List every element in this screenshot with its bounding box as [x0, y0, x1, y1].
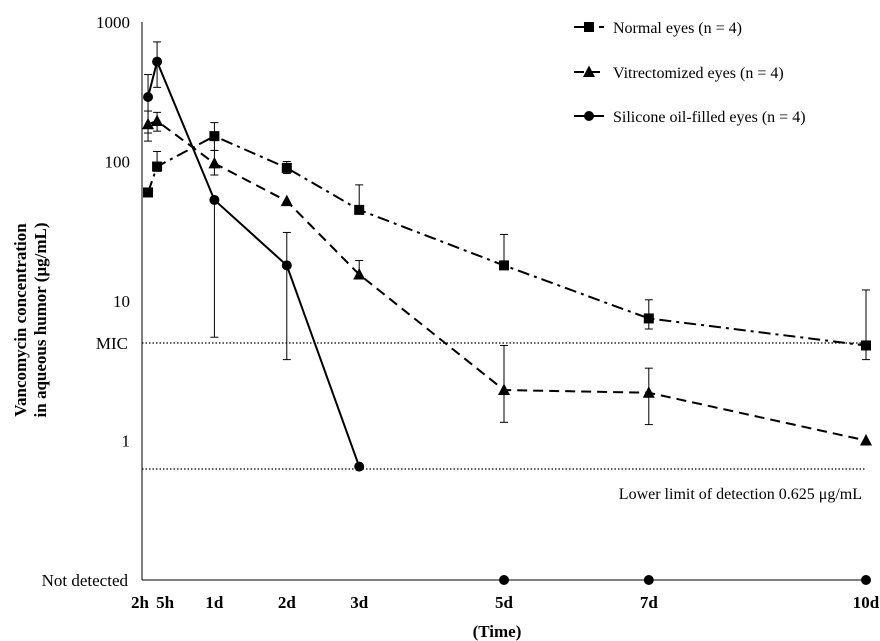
- legend-item: Vitrectomized eyes (n = 4): [574, 65, 784, 82]
- data-point: [353, 267, 366, 280]
- data-point: [209, 131, 220, 142]
- data-point: [281, 162, 292, 173]
- series-group: [142, 41, 872, 585]
- legend-label: Normal eyes (n = 4): [613, 20, 742, 37]
- series-line: [147, 135, 867, 347]
- data-point: [354, 204, 365, 215]
- legend: Normal eyes (n = 4) Vitrectomized eyes (n…: [574, 20, 806, 126]
- x-tick-label: 1d: [205, 593, 224, 612]
- series-line: [147, 58, 361, 467]
- x-tick-label: 7d: [640, 593, 659, 612]
- data-point: [208, 156, 221, 169]
- x-axis-title: (Time): [473, 622, 522, 641]
- legend-item: Normal eyes (n = 4): [574, 20, 742, 37]
- data-point: [143, 187, 154, 198]
- data-point: [860, 434, 872, 446]
- detection-limit-label: Lower limit of detection 0.625 μg/mL: [619, 486, 862, 503]
- series-2: [142, 110, 872, 446]
- data-point: [642, 386, 655, 398]
- series-1: [143, 122, 871, 361]
- data-point: [498, 383, 510, 396]
- data-point: [354, 461, 365, 472]
- legend-marker: [583, 65, 595, 77]
- x-tick-label: 5h: [156, 593, 175, 612]
- series-3: [143, 41, 871, 585]
- legend-label: Vitrectomized eyes (n = 4): [613, 65, 784, 82]
- x-tick-labels: 2h 5h 1d 2d 3d 5d 7d 10d: [131, 593, 880, 612]
- data-point: [499, 260, 509, 271]
- data-point: [861, 340, 871, 351]
- series-line: [147, 119, 867, 442]
- y-tick-label: 100: [105, 153, 131, 172]
- data-point: [209, 194, 220, 205]
- x-tick-label: 5d: [495, 593, 514, 612]
- data-point: [643, 313, 654, 324]
- legend-marker: [584, 22, 594, 32]
- legend-item: Silicone oil-filled eyes (n = 4): [574, 109, 806, 126]
- data-point: [280, 194, 293, 207]
- x-tick-label: 2d: [278, 593, 297, 612]
- data-point: [152, 161, 163, 172]
- not-detected-label: Not detected: [42, 571, 129, 590]
- y-tick-label: 1: [122, 432, 131, 451]
- not-detected-point: [499, 575, 509, 585]
- legend-marker: [584, 111, 594, 121]
- not-detected-point: [643, 575, 654, 585]
- y-axis-title: Vancomycin concentration in aqueous humo…: [11, 223, 50, 418]
- y-tick-label: 1000: [96, 13, 130, 32]
- data-point: [281, 260, 292, 271]
- x-tick-label: 3d: [350, 593, 369, 612]
- data-point: [151, 114, 164, 127]
- y-axis-title-line1: Vancomycin concentration: [11, 223, 30, 417]
- x-tick-label: 10d: [853, 593, 880, 612]
- data-point: [152, 56, 163, 67]
- y-tick-labels: 1000 100 10 1 Not detected: [42, 13, 130, 590]
- y-tick-label: 10: [113, 292, 130, 311]
- x-tick-label: 2h: [131, 593, 150, 612]
- not-detected-point: [861, 575, 871, 585]
- data-point: [143, 91, 154, 102]
- reference-lines: MIC Lower limit of detection 0.625 μg/mL: [96, 334, 866, 503]
- y-axis-title-line2: in aqueous humor (μg/mL): [31, 223, 50, 418]
- legend-label: Silicone oil-filled eyes (n = 4): [613, 109, 806, 126]
- mic-label: MIC: [96, 334, 128, 353]
